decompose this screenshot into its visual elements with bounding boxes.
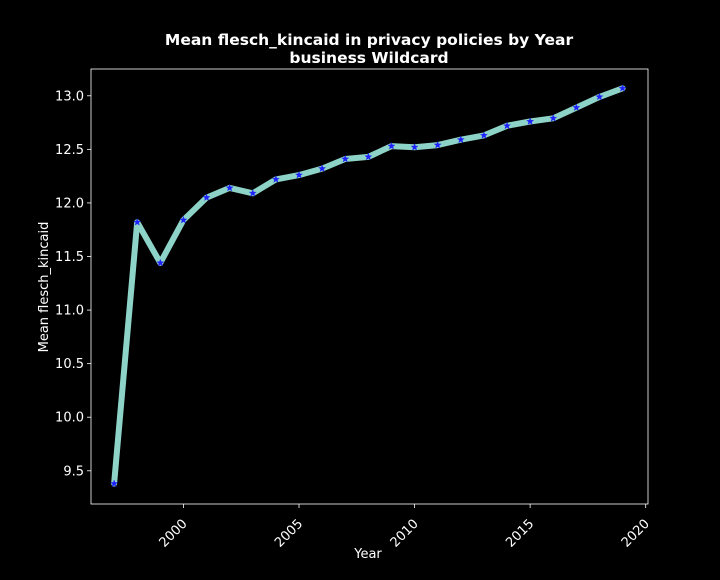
data-point bbox=[433, 140, 442, 149]
data-point bbox=[156, 258, 165, 267]
data-point bbox=[479, 131, 488, 139]
data-point bbox=[526, 117, 535, 125]
y-tick-label: 12.0 bbox=[55, 196, 84, 211]
y-tick-label: 11.5 bbox=[55, 250, 84, 265]
x-tick-label: 2005 bbox=[272, 517, 306, 551]
y-tick-label: 10.0 bbox=[55, 411, 84, 426]
data-point bbox=[618, 84, 627, 92]
data-point bbox=[133, 218, 142, 226]
data-point bbox=[456, 135, 465, 144]
x-tick-label: 2000 bbox=[157, 517, 191, 551]
data-point bbox=[110, 479, 119, 488]
chart-title: Mean flesch_kincaid in privacy policies … bbox=[165, 31, 574, 49]
data-point bbox=[549, 114, 558, 122]
data-point bbox=[318, 164, 327, 173]
data-point bbox=[179, 215, 188, 224]
data-point bbox=[202, 193, 211, 201]
data-point bbox=[364, 152, 373, 161]
data-point bbox=[387, 141, 396, 150]
y-axis-label: Mean flesch_kincaid bbox=[37, 222, 52, 353]
y-tick-label: 9.5 bbox=[63, 464, 84, 479]
data-point bbox=[295, 170, 303, 179]
chart-subtitle: business Wildcard bbox=[289, 49, 448, 67]
data-point bbox=[572, 103, 581, 111]
series-line bbox=[111, 85, 626, 487]
x-tick-label: 2015 bbox=[503, 517, 537, 551]
y-tick-label: 13.0 bbox=[55, 89, 84, 104]
plot-area: 2000 2005 2010 2015 2020 9.5 10.0 10.5 11.0 11.5 1… bbox=[55, 68, 653, 551]
data-point bbox=[341, 154, 350, 163]
y-tick-label: 10.5 bbox=[55, 357, 84, 372]
data-point bbox=[225, 183, 234, 192]
x-tick-label: 2010 bbox=[388, 517, 422, 551]
data-point bbox=[595, 92, 604, 101]
data-point bbox=[271, 175, 280, 183]
x-axis-label: Year bbox=[353, 547, 382, 562]
data-point bbox=[410, 143, 419, 151]
plot-frame bbox=[90, 68, 649, 505]
x-tick-label: 2020 bbox=[619, 517, 653, 551]
data-point bbox=[503, 121, 511, 130]
data-point bbox=[248, 189, 257, 197]
y-tick-label: 11.0 bbox=[55, 304, 84, 319]
y-tick-label: 12.5 bbox=[55, 143, 84, 158]
